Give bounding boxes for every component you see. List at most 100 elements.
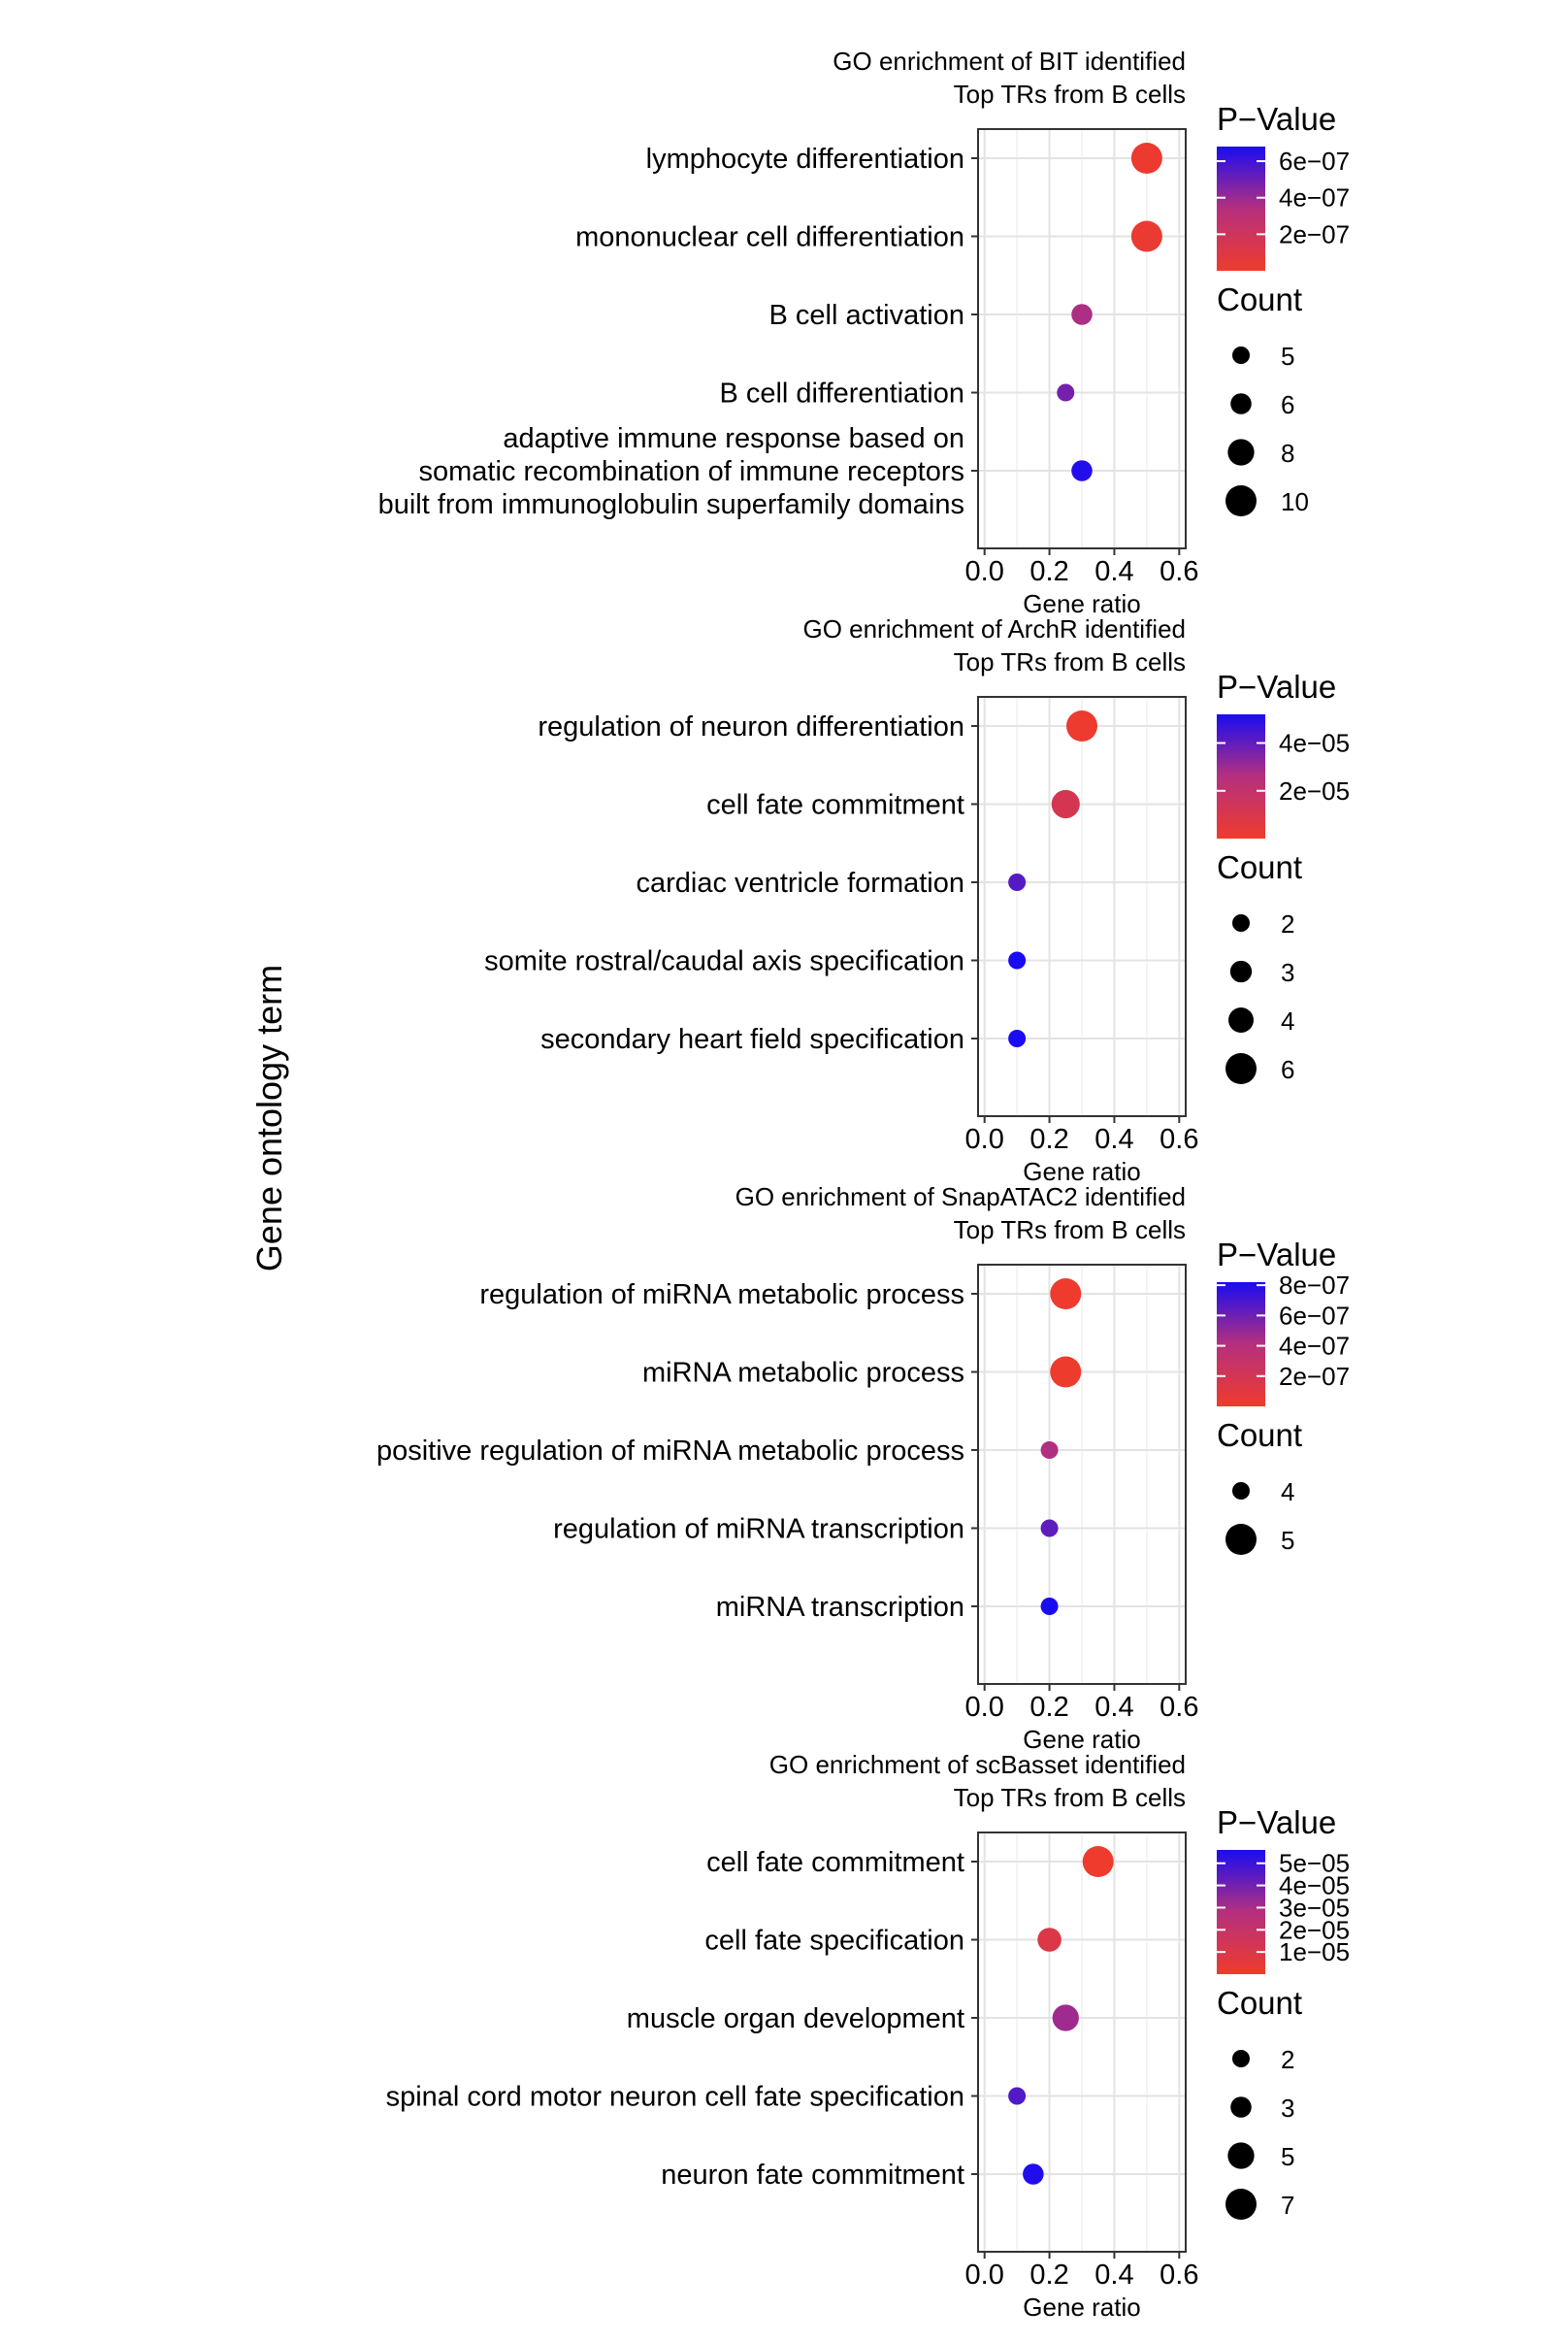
colorbar-tick-label: 1e−05 (1279, 1937, 1350, 1966)
size-legend-title: Count (1217, 1985, 1302, 2021)
size-legend-key (1232, 914, 1250, 932)
plot-border (977, 1832, 1187, 2253)
x-axis-label: Gene ratio (1023, 1157, 1140, 1186)
data-point (1071, 304, 1093, 325)
size-legend-key (1227, 2142, 1255, 2169)
data-point (1008, 1030, 1027, 1047)
y-tick-label: regulation of miRNA metabolic process (479, 1279, 964, 1310)
y-tick-label: somite rostral/caudal axis specification (484, 946, 964, 977)
colorbar-tick-label: 4e−05 (1279, 729, 1350, 758)
color-legend-title: P−Value (1217, 1804, 1336, 1840)
data-point (1040, 1598, 1059, 1615)
data-point (1066, 710, 1097, 742)
data-point (1008, 2087, 1027, 2105)
chart-title-line: GO enrichment of scBasset identified (769, 1750, 1186, 1779)
size-legend-key (1225, 1524, 1257, 1555)
data-point (1130, 220, 1162, 252)
size-legend-key (1225, 485, 1257, 516)
chart-title-line: Top TRs from B cells (954, 80, 1186, 109)
data-point (1052, 2004, 1079, 2031)
x-tick-label: 0.2 (1029, 2260, 1068, 2291)
size-legend-key (1228, 1007, 1254, 1033)
colorbar-tick-label: 8e−07 (1279, 1270, 1350, 1300)
data-point (1082, 1846, 1114, 1877)
size-legend-label: 6 (1281, 1055, 1294, 1084)
size-legend-label: 6 (1281, 390, 1294, 419)
y-tick-label: spinal cord motor neuron cell fate speci… (386, 2082, 964, 2113)
chart-title-line: GO enrichment of BIT identified (833, 47, 1186, 76)
size-legend-label: 4 (1281, 1006, 1294, 1036)
x-tick-label: 0.6 (1160, 1692, 1198, 1723)
x-tick-label: 0.0 (965, 1692, 1004, 1723)
x-tick-label: 0.2 (1029, 556, 1068, 587)
color-legend-title: P−Value (1217, 669, 1336, 705)
chart-title-line: GO enrichment of SnapATAC2 identified (735, 1182, 1186, 1211)
size-legend-label: 4 (1281, 1477, 1294, 1506)
size-legend-label: 5 (1281, 1526, 1294, 1555)
y-tick-label: B cell differentiation (719, 379, 964, 410)
x-axis-label: Gene ratio (1023, 1725, 1140, 1754)
y-tick-label: somatic recombination of immune receptor… (418, 456, 964, 487)
y-tick-label: mononuclear cell differentiation (575, 222, 964, 253)
size-legend-key (1227, 439, 1255, 466)
data-point (1037, 1928, 1062, 1952)
color-legend-title: P−Value (1217, 101, 1336, 137)
chart-panel-1: GO enrichment of BIT identified Top TRs f… (378, 47, 1350, 618)
y-tick-label: miRNA transcription (716, 1592, 964, 1623)
x-tick-label: 0.6 (1160, 2260, 1198, 2291)
y-tick-label: lymphocyte differentiation (646, 144, 964, 175)
data-point (1040, 1441, 1059, 1459)
size-legend-key (1232, 2050, 1250, 2067)
colorbar-tick-label: 4e−05 (1279, 1871, 1350, 1900)
color-legend-title: P−Value (1217, 1237, 1336, 1272)
data-point (1008, 951, 1027, 970)
x-axis-label: Gene ratio (1023, 2293, 1140, 2322)
size-legend-label: 10 (1281, 487, 1309, 516)
y-tick-label: cell fate commitment (706, 1847, 964, 1878)
colorbar-tick-label: 4e−07 (1279, 1332, 1350, 1361)
chart-title-line: Top TRs from B cells (954, 647, 1186, 676)
size-legend-key (1225, 1053, 1257, 1084)
colorbar-tick-label: 2e−07 (1279, 1362, 1350, 1391)
x-tick-label: 0.2 (1029, 1692, 1068, 1723)
chart-panels: GO enrichment of BIT identified Top TRs f… (376, 47, 1350, 2322)
x-tick-label: 0.6 (1160, 556, 1198, 587)
shared-y-axis-label: Gene ontology term (249, 965, 289, 1271)
x-tick-label: 0.0 (965, 1124, 1004, 1155)
y-tick-label: B cell activation (769, 300, 965, 331)
y-tick-label: positive regulation of miRNA metabolic p… (376, 1436, 964, 1467)
colorbar-tick-label: 2e−05 (1279, 1915, 1350, 1944)
size-legend-key (1230, 2096, 1252, 2118)
size-legend-label: 3 (1281, 2094, 1294, 2123)
size-legend-label: 2 (1281, 2045, 1294, 2074)
plot-border (977, 1264, 1187, 1685)
colorbar-tick-label: 2e−07 (1279, 219, 1350, 248)
colorbar (1217, 714, 1265, 839)
x-tick-label: 0.6 (1160, 1124, 1198, 1155)
y-tick-label: cell fate commitment (706, 790, 964, 821)
data-point (1050, 1278, 1082, 1309)
size-legend-key (1230, 393, 1252, 414)
plot-border (977, 128, 1187, 549)
y-tick-label: miRNA metabolic process (642, 1358, 964, 1389)
colorbar (1217, 1850, 1265, 1974)
colorbar (1217, 1282, 1265, 1406)
colorbar-tick-label: 3e−05 (1279, 1893, 1350, 1922)
chart-title-line: Top TRs from B cells (954, 1783, 1186, 1812)
y-tick-label: secondary heart field specification (540, 1024, 964, 1055)
data-point (1051, 789, 1080, 819)
data-point (1040, 1519, 1059, 1537)
colorbar (1217, 147, 1265, 271)
size-legend-label: 2 (1281, 909, 1294, 939)
data-point (1071, 460, 1093, 481)
colorbar-tick-label: 6e−07 (1279, 1301, 1350, 1330)
size-legend-label: 8 (1281, 439, 1294, 468)
size-legend-key (1232, 346, 1250, 364)
x-tick-label: 0.0 (965, 2260, 1004, 2291)
colorbar-tick-label: 4e−07 (1279, 183, 1350, 213)
x-tick-label: 0.4 (1094, 2260, 1133, 2291)
chart-title-line: Top TRs from B cells (954, 1215, 1186, 1244)
y-tick-label: regulation of miRNA transcription (553, 1514, 964, 1545)
data-point (1130, 143, 1162, 174)
